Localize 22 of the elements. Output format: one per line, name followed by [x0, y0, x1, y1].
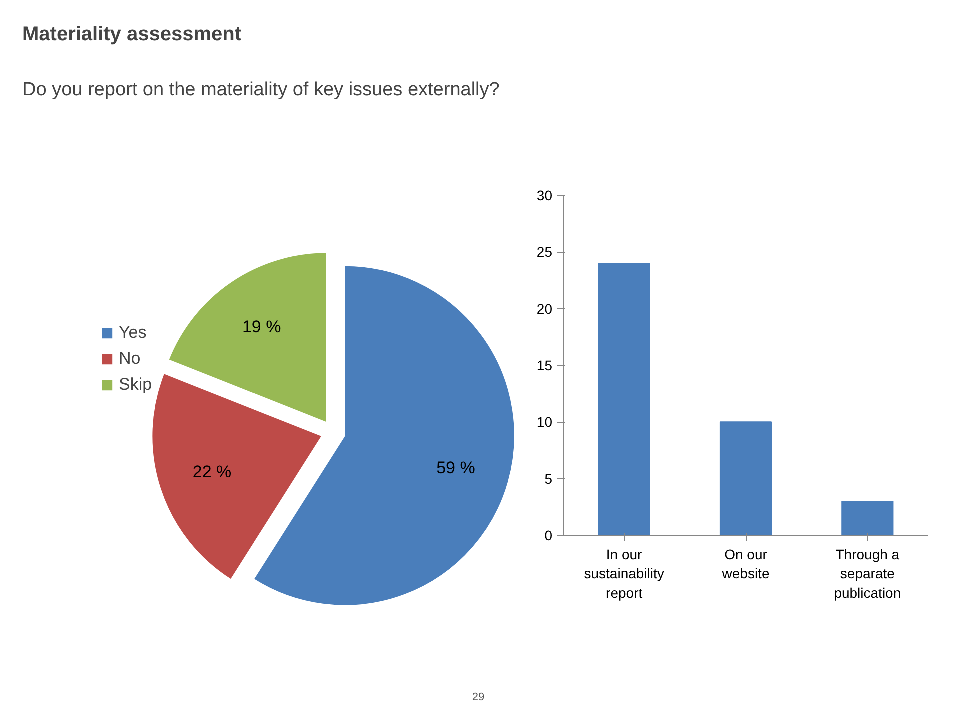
legend-label: No — [119, 349, 141, 369]
y-tick-label: 0 — [544, 528, 553, 544]
y-tick-label: 25 — [536, 244, 553, 260]
y-tick-label: 20 — [536, 300, 553, 317]
x-tick-label: On our website — [721, 546, 770, 582]
y-tick-label: 30 — [536, 188, 553, 204]
chart-subtitle: Do you report on the materiality of key issues externally? — [22, 80, 500, 100]
bar — [842, 501, 894, 536]
data-label: 22 % — [192, 462, 232, 482]
y-tick-label: 10 — [536, 414, 553, 430]
y-tick-label: 15 — [536, 358, 553, 374]
legend-label: Skip — [119, 375, 152, 395]
y-tick-label: 5 — [544, 470, 553, 487]
bar — [720, 422, 772, 536]
bar — [598, 263, 650, 536]
legend-label: Yes — [119, 323, 147, 343]
data-label: 19 % — [242, 318, 282, 337]
text: 29 — [472, 692, 485, 704]
x-tick-label: Through a separate publication — [834, 546, 902, 601]
x-tick-label: In our sustainability report — [584, 546, 664, 601]
chart-title: Materiality assessment — [22, 24, 242, 46]
data-label: 59 % — [436, 458, 476, 478]
